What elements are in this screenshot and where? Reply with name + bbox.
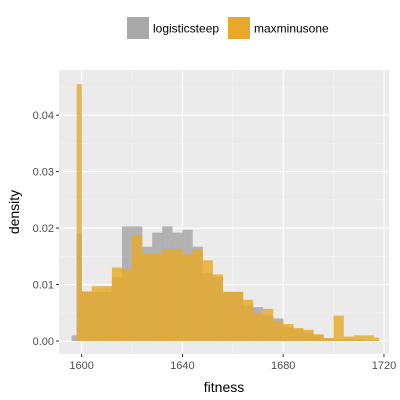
bar-maxminusone [343, 336, 349, 342]
bar-maxminusone [81, 291, 87, 342]
legend-label-maxminusone: maxminusone [254, 22, 329, 36]
bar-maxminusone [242, 299, 249, 342]
bar-maxminusone [106, 286, 113, 342]
bar-maxminusone [268, 308, 274, 342]
bar-maxminusone [207, 260, 213, 342]
y-tick-label: 0.04 [33, 110, 54, 122]
bar-maxminusone [217, 274, 223, 342]
bar-maxminusone [91, 286, 97, 342]
bar-maxminusone [86, 291, 92, 342]
bar-maxminusone [263, 308, 269, 342]
bar-maxminusone [293, 328, 299, 342]
bar-maxminusone [252, 312, 259, 342]
legend-key-maxminusone [228, 17, 250, 39]
bar-maxminusone [192, 248, 198, 342]
y-tick-label: 0.01 [33, 280, 54, 292]
bar-maxminusone [258, 312, 264, 342]
bar-maxminusone [237, 291, 244, 342]
bar-maxminusone [273, 321, 279, 342]
legend-key-logisticsteep [127, 17, 149, 39]
bar-maxminusone [348, 336, 354, 342]
bar-maxminusone [303, 329, 309, 342]
bar-maxminusone [353, 335, 359, 342]
bar-maxminusone [147, 253, 153, 342]
bar-maxminusone [373, 337, 380, 342]
x-axis: 1600 1640 1680 1720 [69, 354, 396, 372]
bar-maxminusone [162, 248, 168, 342]
bar-maxminusone [288, 324, 294, 342]
bar-maxminusone [227, 291, 234, 342]
bar-maxminusone [333, 315, 339, 342]
bar-maxminusone [212, 274, 218, 342]
x-tick-label: 1720 [372, 360, 396, 372]
bar-maxminusone [202, 260, 208, 342]
bar-maxminusone [278, 321, 284, 342]
bar-maxminusone [116, 267, 123, 342]
bar-maxminusone [313, 334, 319, 342]
bar-maxminusone [101, 286, 108, 342]
bar-maxminusone [308, 329, 314, 342]
bar-maxminusone [167, 248, 173, 342]
bar-maxminusone [323, 338, 329, 342]
bar-maxminusone [298, 328, 304, 342]
bar-maxminusone [232, 291, 239, 342]
bar-maxminusone [247, 299, 254, 342]
bar-maxminusone [368, 335, 375, 342]
bar-maxminusone [328, 338, 334, 342]
bar-maxminusone [121, 269, 128, 342]
bar-maxminusone [177, 248, 183, 342]
bar-maxminusone [142, 253, 148, 342]
histogram-bars [71, 84, 380, 342]
bar-logisticsteep [71, 335, 77, 342]
bar-maxminusone [127, 269, 133, 342]
legend-label-logisticsteep: logisticsteep [153, 22, 219, 36]
bar-maxminusone [132, 235, 138, 342]
x-tick-label: 1640 [170, 360, 194, 372]
bar-maxminusone [197, 248, 203, 342]
y-tick-label: 0.03 [33, 167, 54, 179]
y-axis-title: density [6, 190, 22, 234]
y-tick-label: 0.02 [33, 223, 54, 235]
bar-maxminusone [187, 254, 193, 342]
bar-maxminusone [283, 324, 289, 342]
bar-maxminusone [76, 84, 82, 342]
x-tick-label: 1600 [69, 360, 93, 372]
y-axis: 0.00 0.01 0.02 0.03 0.04 [33, 110, 59, 348]
bar-maxminusone [96, 286, 103, 342]
bar-maxminusone [152, 253, 158, 342]
bar-maxminusone [338, 315, 344, 342]
x-tick-label: 1680 [271, 360, 295, 372]
bar-maxminusone [363, 335, 370, 342]
series-maxminusone [76, 84, 380, 342]
bar-maxminusone [157, 253, 163, 342]
bar-maxminusone [318, 334, 324, 342]
bar-maxminusone [172, 248, 178, 342]
bar-maxminusone [358, 335, 365, 342]
bar-maxminusone [182, 254, 188, 342]
bar-maxminusone [222, 291, 228, 342]
y-tick-label: 0.00 [33, 336, 54, 348]
legend: logisticsteep maxminusone [127, 17, 329, 39]
bar-maxminusone [137, 235, 143, 342]
x-axis-title: fitness [204, 379, 244, 395]
bar-maxminusone [111, 267, 118, 342]
